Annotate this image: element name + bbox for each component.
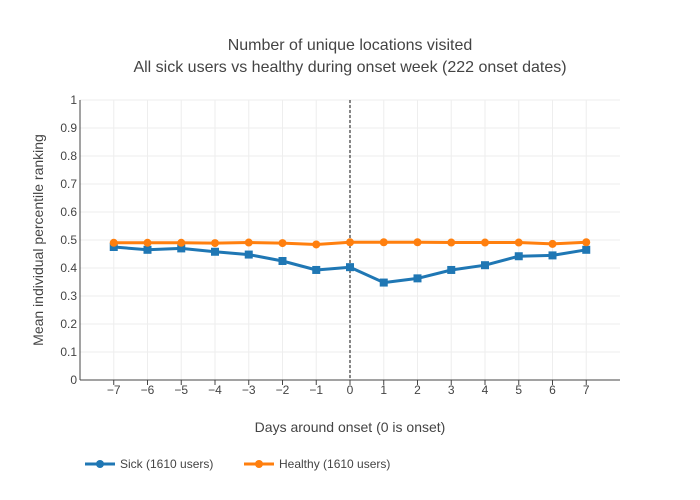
data-point[interactable] bbox=[481, 238, 489, 247]
y-tick-label: 0.4 bbox=[60, 261, 77, 275]
legend-label: Sick (1610 users) bbox=[120, 457, 213, 471]
y-axis-title: Mean individual percentile ranking bbox=[30, 134, 46, 346]
data-point[interactable] bbox=[312, 265, 321, 274]
chart-title-line-1: Number of unique locations visited bbox=[228, 37, 473, 54]
legend-item[interactable]: Healthy (1610 users) bbox=[244, 457, 390, 471]
y-axis-ticks: 0 0.1 0.2 0.3 0.4 0.5 0.6 0.7 0.8 0.9 1 bbox=[60, 93, 77, 387]
x-tick-label: −2 bbox=[276, 383, 290, 397]
data-point[interactable] bbox=[177, 244, 186, 253]
legend-item[interactable]: Sick (1610 users) bbox=[85, 457, 213, 471]
data-point[interactable] bbox=[211, 247, 219, 256]
y-tick-label: 0.2 bbox=[60, 317, 77, 331]
data-point[interactable] bbox=[548, 251, 557, 260]
y-tick-label: 0.3 bbox=[60, 289, 77, 303]
legend-swatch-marker bbox=[96, 460, 104, 468]
x-axis-ticks: −7 −6 −5 −4 −3 −2 −1 0 1 2 3 4 5 6 7 bbox=[107, 380, 590, 397]
data-point[interactable] bbox=[481, 261, 489, 270]
data-point[interactable] bbox=[379, 238, 388, 247]
data-point[interactable] bbox=[447, 238, 456, 247]
data-point[interactable] bbox=[447, 265, 456, 274]
data-point[interactable] bbox=[582, 238, 591, 247]
y-tick-label: 0.5 bbox=[60, 233, 77, 247]
x-tick-label: −3 bbox=[242, 383, 256, 397]
y-tick-label: 0.9 bbox=[60, 121, 77, 135]
x-tick-label: −4 bbox=[208, 383, 222, 397]
x-tick-label: 1 bbox=[380, 383, 387, 397]
x-tick-label: 3 bbox=[448, 383, 455, 397]
x-tick-label: 6 bbox=[549, 383, 556, 397]
data-point[interactable] bbox=[413, 274, 422, 283]
data-point[interactable] bbox=[413, 238, 422, 247]
data-point[interactable] bbox=[582, 245, 591, 254]
x-tick-label: 5 bbox=[515, 383, 522, 397]
legend-swatch-marker bbox=[255, 460, 263, 468]
data-point[interactable] bbox=[109, 238, 118, 247]
x-tick-label: −7 bbox=[107, 383, 121, 397]
data-point[interactable] bbox=[548, 239, 557, 248]
legend: Sick (1610 users) Healthy (1610 users) bbox=[85, 457, 390, 471]
data-point[interactable] bbox=[514, 238, 523, 247]
data-point[interactable] bbox=[244, 238, 253, 247]
y-tick-label: 1 bbox=[70, 93, 77, 107]
data-point[interactable] bbox=[346, 238, 354, 247]
data-point[interactable] bbox=[278, 239, 287, 248]
x-tick-label: −1 bbox=[309, 383, 323, 397]
y-tick-label: 0.8 bbox=[60, 149, 77, 163]
x-tick-label: −6 bbox=[141, 383, 155, 397]
x-tick-label: 4 bbox=[482, 383, 489, 397]
y-tick-label: 0.7 bbox=[60, 177, 77, 191]
data-point[interactable] bbox=[109, 243, 118, 251]
x-tick-label: −5 bbox=[174, 383, 188, 397]
series bbox=[109, 238, 591, 287]
x-tick-label: 2 bbox=[414, 383, 421, 397]
data-point[interactable] bbox=[278, 257, 287, 265]
data-point[interactable] bbox=[312, 240, 321, 249]
x-tick-label: 7 bbox=[583, 383, 590, 397]
x-tick-label: 0 bbox=[347, 383, 354, 397]
legend-label: Healthy (1610 users) bbox=[279, 457, 390, 471]
data-point[interactable] bbox=[514, 252, 523, 261]
data-point[interactable] bbox=[244, 250, 253, 259]
series-healthy bbox=[109, 238, 591, 249]
data-point[interactable] bbox=[211, 239, 219, 248]
chart-title-line-2: All sick users vs healthy during onset w… bbox=[133, 59, 566, 76]
series-sick bbox=[109, 243, 591, 287]
y-tick-label: 0 bbox=[70, 373, 77, 387]
data-point[interactable] bbox=[379, 278, 388, 287]
data-point[interactable] bbox=[143, 245, 152, 254]
y-tick-label: 0.6 bbox=[60, 205, 77, 219]
data-point[interactable] bbox=[143, 238, 152, 247]
chart-title: Number of unique locations visited All s… bbox=[133, 37, 566, 76]
y-tick-label: 0.1 bbox=[60, 345, 77, 359]
data-point[interactable] bbox=[346, 263, 354, 272]
data-point[interactable] bbox=[177, 238, 186, 247]
x-axis-title: Days around onset (0 is onset) bbox=[255, 419, 446, 435]
